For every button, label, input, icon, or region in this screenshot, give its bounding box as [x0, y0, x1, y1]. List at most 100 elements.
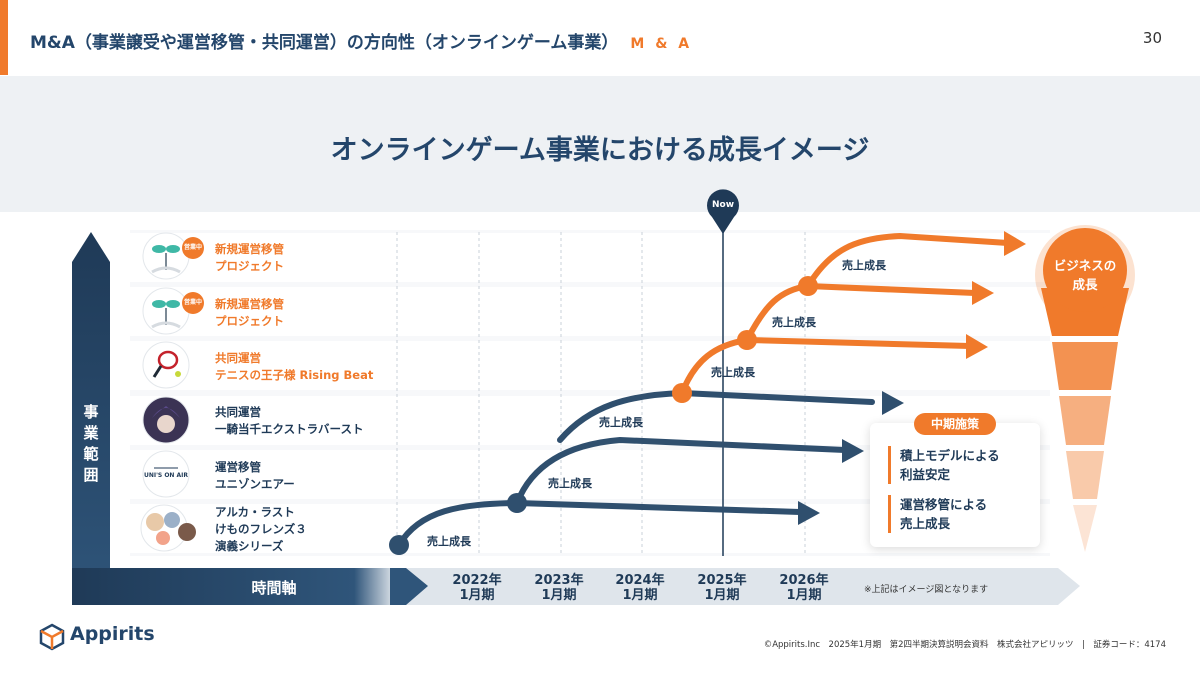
business-growth-circle — [1043, 228, 1127, 312]
row-line1: アルカ・ラスト — [215, 505, 295, 519]
business-growth-label: ビジネスの 成長 — [1035, 256, 1135, 294]
row-label: 運営移管 ユニゾンエアー — [215, 459, 295, 493]
character-hair — [152, 406, 180, 418]
header-tag: M & A — [630, 36, 693, 52]
year-label: 2026年 1月期 — [764, 573, 844, 603]
business-growth-line2: 成長 — [1072, 277, 1098, 292]
period: 1月期 — [541, 588, 577, 603]
growth-label: 売上成長 — [711, 366, 755, 379]
unisonair-logo-icon: UNI'S ON AIR — [142, 450, 190, 498]
game-characters-icon — [140, 504, 196, 552]
growth-curve-row1 — [805, 232, 1011, 289]
funnel-band — [1059, 396, 1111, 445]
year: 2022年 — [452, 573, 502, 588]
milestone-dot — [737, 330, 757, 350]
sprout-soil — [151, 266, 181, 274]
arrowhead — [798, 501, 820, 525]
mid-term-box — [870, 423, 1040, 547]
orange-arrowheads — [966, 231, 1026, 359]
row-panel — [130, 287, 1050, 336]
y-axis-char: 業 — [83, 424, 99, 442]
racket-icon-bg — [142, 341, 190, 389]
x-axis-arrow — [72, 568, 1080, 605]
racket-head — [157, 350, 179, 370]
year: 2023年 — [534, 573, 584, 588]
row-label: 共同運営テニスの王子様 Rising Beat — [215, 350, 373, 384]
year-label: 2025年 1月期 — [682, 573, 762, 603]
unisonair-logo-text: UNI'S ON AIR — [144, 472, 188, 479]
growth-label: 売上成長 — [599, 416, 643, 429]
logo-cube-inner — [40, 629, 64, 649]
now-label: Now — [711, 200, 735, 210]
sprout-leaf — [166, 245, 180, 253]
arrowhead — [882, 391, 904, 415]
year: 2026年 — [779, 573, 829, 588]
character-face — [157, 415, 175, 433]
header-title-text: M&A（事業譲受や運営移管・共同運営）の方向性（オンラインゲーム事業） — [30, 33, 619, 53]
row-line1: 共同運営 — [215, 351, 261, 365]
funnel-band — [1066, 451, 1104, 499]
arrowhead — [1004, 231, 1026, 256]
funnel-band — [1052, 342, 1118, 390]
y-axis-char: 範 — [83, 445, 99, 463]
navy-arrowheads — [798, 391, 904, 525]
page-number: 30 — [1142, 29, 1162, 47]
unisonair-icon-bg — [142, 450, 190, 498]
header-accent-bar — [0, 0, 8, 75]
character-portrait — [146, 513, 164, 531]
row-label: 新規運営移管 プロジェクト — [215, 296, 284, 330]
period: 1月期 — [786, 588, 822, 603]
year: 2025年 — [697, 573, 747, 588]
row-line2: プロジェクト — [215, 314, 284, 328]
title-banner — [0, 76, 1200, 212]
row-line1: 共同運営 — [215, 405, 261, 419]
row-panel — [130, 233, 1050, 282]
anime-character-icon — [142, 396, 190, 444]
period: 1月期 — [622, 588, 658, 603]
mid-term-item-line1: 積上モデルによる — [900, 448, 1000, 463]
growth-label: 売上成長 — [427, 535, 471, 548]
milestone-dot — [672, 383, 692, 403]
racket-handle — [152, 365, 163, 378]
row-line1: 新規運営移管 — [215, 242, 284, 256]
row-label: 共同運営 一騎当千エクストラバースト — [215, 404, 363, 438]
sprout-soil — [151, 321, 181, 329]
business-growth-line1: ビジネスの — [1053, 258, 1117, 273]
year-label: 2024年 1月期 — [600, 573, 680, 603]
sprout-icon — [142, 287, 190, 335]
sprout-leaf — [152, 300, 166, 308]
row-panel — [130, 341, 1050, 390]
y-axis-arrow — [72, 232, 110, 605]
mid-term-item-line2: 利益安定 — [900, 467, 951, 482]
mid-term-title: 中期施策 — [914, 413, 996, 435]
milestone-dot — [798, 276, 818, 296]
image-note: ※上記はイメージ図となります — [864, 585, 989, 595]
mid-term-item: 運営移管による 売上成長 — [888, 495, 987, 533]
period: 1月期 — [459, 588, 495, 603]
row-line1: 運営移管 — [215, 460, 261, 474]
business-growth-funnel — [1035, 225, 1135, 552]
tennis-ball — [175, 371, 181, 377]
milestone-dots — [389, 276, 818, 555]
mid-term-item-line1: 運営移管による — [900, 497, 988, 512]
x-axis-dark-tip — [390, 568, 428, 605]
year: 2024年 — [615, 573, 665, 588]
milestone-dot — [389, 535, 409, 555]
funnel-band — [1073, 505, 1097, 552]
row-line2: テニスの王子様 Rising Beat — [215, 368, 374, 382]
row-line2: けものフレンズ３ — [215, 522, 307, 536]
y-axis-char: 事 — [83, 403, 99, 421]
page-header-title: M&A（事業譲受や運営移管・共同運営）の方向性（オンラインゲーム事業） M & A — [30, 28, 692, 53]
row-label: 新規運営移管 プロジェクト — [215, 241, 284, 275]
character-portrait — [164, 512, 180, 528]
character-portrait — [178, 523, 196, 541]
growth-curve-row5 — [514, 436, 848, 506]
row-line2: プロジェクト — [215, 259, 284, 273]
sprout-icon — [142, 232, 190, 280]
year-label: 2023年 1月期 — [519, 573, 599, 603]
y-axis-char: 囲 — [83, 466, 99, 484]
in-business-badge: 営業中 — [182, 292, 204, 314]
appirits-logo-icon — [39, 623, 65, 651]
row-line3: 演義シリーズ — [215, 539, 284, 553]
x-axis-label: 時間軸 — [251, 579, 297, 597]
